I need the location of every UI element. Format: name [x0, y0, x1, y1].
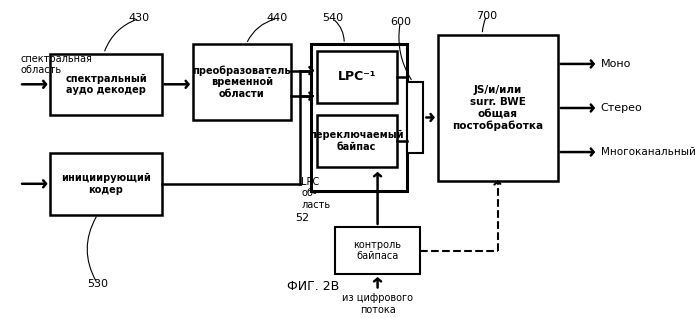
Bar	[407, 82, 424, 153]
Text: 52: 52	[295, 213, 309, 223]
Text: инициирующий
кодер: инициирующий кодер	[61, 173, 151, 195]
Bar	[316, 51, 397, 103]
Text: 430: 430	[129, 13, 150, 24]
Text: JS/и/или
surr. BWE
общая
постобработка: JS/и/или surr. BWE общая постобработка	[452, 85, 543, 131]
Text: 700: 700	[476, 10, 497, 21]
Text: 440: 440	[267, 13, 288, 24]
Bar	[50, 153, 162, 215]
Text: спектральный
аудо декодер: спектральный аудо декодер	[65, 73, 147, 95]
Bar	[193, 44, 290, 120]
Text: LPC
об-
ласть: LPC об- ласть	[302, 177, 330, 210]
Bar	[438, 35, 558, 182]
Text: спектральная
область: спектральная область	[21, 53, 93, 75]
Bar	[316, 115, 397, 167]
Text: Стерео: Стерео	[601, 103, 643, 113]
Text: Моно: Моно	[601, 59, 631, 69]
Text: переключаемый
байпас: переключаемый байпас	[309, 130, 404, 152]
Text: 530: 530	[87, 279, 108, 289]
Bar	[335, 227, 420, 274]
Text: из цифрового
потока: из цифрового потока	[342, 293, 413, 315]
Text: LPC⁻¹: LPC⁻¹	[337, 70, 376, 83]
Text: ФИГ. 2В: ФИГ. 2В	[287, 280, 339, 293]
Bar	[50, 53, 162, 115]
Text: преобразователь
временной
области: преобразователь временной области	[193, 65, 291, 99]
Text: контроль
байпаса: контроль байпаса	[354, 240, 402, 261]
Bar	[312, 44, 407, 191]
Text: Многоканальный: Многоканальный	[601, 147, 696, 157]
Text: 540: 540	[322, 13, 343, 24]
Text: 600: 600	[390, 17, 411, 27]
